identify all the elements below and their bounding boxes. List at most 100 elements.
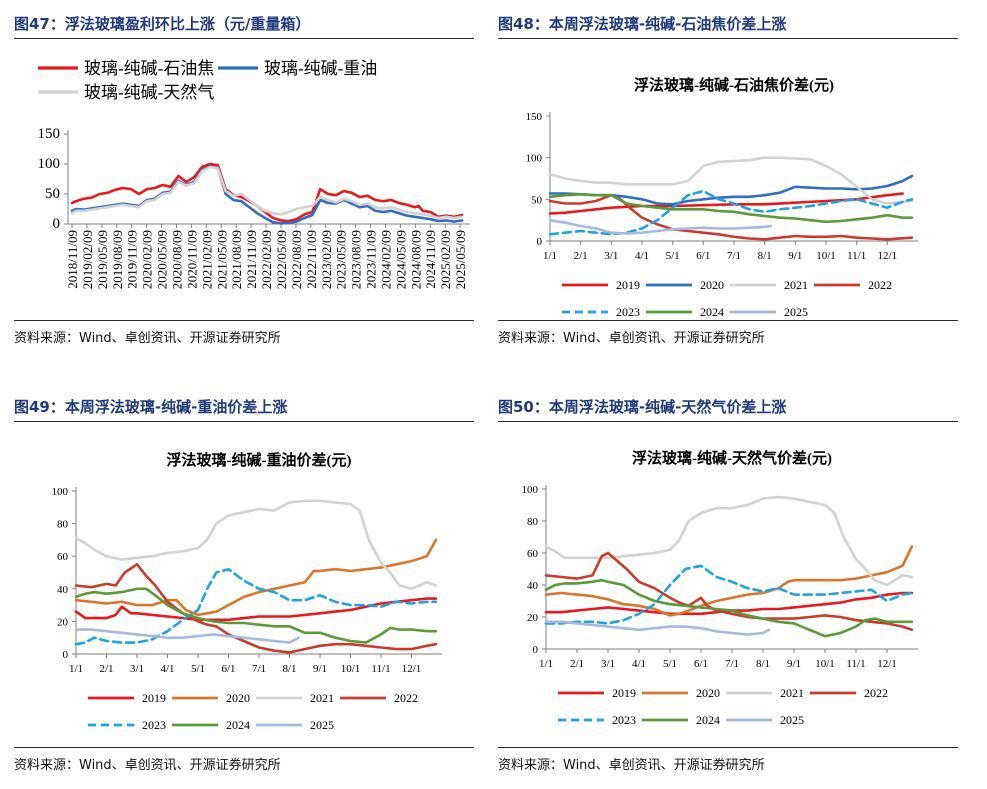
figure-47-title: 图47：浮法玻璃盈利环比上涨（元/重量箱） (14, 12, 474, 39)
legend-label-2025: 2025 (310, 718, 334, 732)
x-tick-label: 1/1 (69, 663, 83, 675)
x-tick-label: 6/1 (696, 250, 710, 262)
figure-49-source: 资料来源：Wind、卓创资讯、开源证券研究所 (14, 747, 474, 773)
x-tick-label: 2024/11/09 (423, 230, 438, 289)
y-tick-label: 100 (52, 486, 69, 498)
y-tick-label: 150 (38, 126, 61, 142)
legend-label-2020: 2020 (696, 686, 720, 700)
legend-label-2023: 2023 (612, 713, 636, 727)
legend-label-2024: 2024 (226, 718, 250, 732)
x-tick-label: 2/1 (574, 250, 588, 262)
x-tick-label: 3/1 (130, 663, 144, 675)
series-line-2021 (544, 495, 914, 587)
figure-50-source: 资料来源：Wind、卓创资讯、开源证券研究所 (498, 747, 958, 773)
chart-title: 浮法玻璃-纯碱-石油焦价差(元) (634, 76, 834, 94)
x-tick-label: 3/1 (604, 250, 618, 262)
legend-label-2020: 2020 (226, 691, 250, 705)
x-tick-label: 10/1 (815, 658, 835, 670)
series-line-item (70, 162, 464, 223)
x-tick-label: 2021/05/09 (214, 230, 229, 289)
series-line-item (70, 165, 464, 220)
y-tick-label: 0 (53, 216, 61, 232)
figure-48-panel: 图48：本周浮法玻璃-纯碱-石油焦价差上涨 浮法玻璃-纯碱-石油焦价差(元) 0 5… (498, 12, 958, 346)
x-tick-label: 2022/05/09 (274, 230, 289, 289)
legend-label-0: 玻璃-纯碱-石油焦 (84, 59, 214, 78)
x-tick-label: 2019/02/09 (80, 230, 95, 289)
x-tick-label: 5/1 (663, 658, 677, 670)
x-tick-label: 2024/08/09 (408, 230, 423, 289)
x-tick-label: 2020/08/09 (169, 230, 184, 289)
y-tick-label: 50 (45, 186, 60, 202)
y-tick-label: 100 (38, 156, 61, 172)
figure-48-title: 图48：本周浮法玻璃-纯碱-石油焦价差上涨 (498, 12, 958, 39)
y-tick-label: 40 (57, 584, 69, 596)
figure-50-panel: 图50：本周浮法玻璃-纯碱-天然气价差上涨 浮法玻璃-纯碱-天然气价差(元) 0 2… (498, 395, 958, 785)
x-tick-label: 9/1 (788, 250, 802, 262)
x-tick-label: 2022/08/09 (289, 230, 304, 289)
x-tick-label: 2019/08/09 (110, 230, 125, 289)
x-tick-label: 2020/05/09 (155, 230, 170, 289)
legend-label-2024: 2024 (696, 713, 720, 727)
legend-label-2019: 2019 (142, 691, 166, 705)
x-tick-label: 2020/11/09 (184, 230, 199, 289)
legend-label-2019: 2019 (612, 686, 636, 700)
series-line-2021 (74, 499, 438, 591)
y-tick-label: 100 (526, 153, 543, 165)
y-tick-label: 50 (531, 194, 543, 206)
x-tick-label: 2022/02/09 (259, 230, 274, 289)
y-tick-label: 80 (57, 519, 69, 531)
series-line-2023 (548, 189, 914, 236)
series-line-2024 (74, 587, 438, 644)
x-tick-label: 7/1 (252, 663, 266, 675)
x-tick-label: 6/1 (221, 663, 235, 675)
y-tick-label: 60 (57, 551, 69, 563)
y-tick-label: 20 (527, 612, 539, 624)
x-tick-label: 2/1 (570, 658, 584, 670)
x-tick-label: 2025/05/09 (453, 230, 468, 289)
y-tick-label: 60 (527, 548, 539, 560)
x-tick-label: 5/1 (191, 663, 205, 675)
y-tick-label: 0 (533, 644, 539, 656)
chart-50: 浮法玻璃-纯碱-天然气价差(元) 0 20 40 60 80 100 1/1 2/1 3/1 4/1… (522, 449, 918, 727)
series-line-2025 (544, 620, 771, 636)
y-tick-label: 150 (526, 111, 543, 123)
series-line-2023 (544, 564, 914, 625)
legend-label-2025: 2025 (784, 305, 808, 319)
y-tick-label: 40 (527, 580, 539, 592)
x-tick-label: 11/1 (846, 658, 865, 670)
x-tick-label: 2024/05/09 (393, 230, 408, 289)
legend-label-2021: 2021 (780, 686, 804, 700)
x-tick-label: 2023/02/09 (319, 230, 334, 289)
y-tick-label: 0 (63, 649, 69, 661)
x-tick-label: 11/1 (847, 250, 866, 262)
x-tick-label: 2021/08/09 (229, 230, 244, 289)
series-line-2025 (548, 218, 773, 235)
y-tick-label: 100 (522, 484, 539, 496)
legend-label-2024: 2024 (700, 305, 724, 319)
series-line-2021 (548, 156, 914, 205)
x-tick-label: 2023/05/09 (334, 230, 349, 289)
series-line-2019 (74, 597, 438, 622)
x-tick-label: 12/1 (878, 250, 898, 262)
x-tick-label: 2023/08/09 (349, 230, 364, 289)
legend-label-1: 玻璃-纯碱-重油 (264, 59, 377, 78)
figure-47-source: 资料来源：Wind、卓创资讯、开源证券研究所 (14, 320, 474, 346)
legend-label-2: 玻璃-纯碱-天然气 (84, 83, 214, 102)
x-tick-label: 7/1 (725, 658, 739, 670)
figure-49-title: 图49：本周浮法玻璃-纯碱-重油价差上涨 (14, 395, 474, 422)
legend-label-2021: 2021 (784, 278, 808, 292)
legend-label-2020: 2020 (700, 278, 724, 292)
series-line-2024 (548, 193, 914, 224)
figure-48-source: 资料来源：Wind、卓创资讯、开源证券研究所 (498, 320, 958, 346)
series-line-2019 (548, 192, 905, 215)
legend-label-2022: 2022 (868, 278, 892, 292)
chart-title: 浮法玻璃-纯碱-重油价差(元) (167, 451, 352, 469)
chart-title: 浮法玻璃-纯碱-天然气价差(元) (632, 449, 832, 467)
x-tick-label: 10/1 (341, 663, 361, 675)
chart-48: 浮法玻璃-纯碱-石油焦价差(元) 0 50 100 150 1/1 2/1 3/1 4/1 5/1… (526, 76, 918, 319)
chart-49: 浮法玻璃-纯碱-重油价差(元) 0 20 40 60 80 100 1/1 2/1 3/1 4/1 5… (52, 451, 442, 732)
x-tick-label: 1/1 (539, 658, 553, 670)
x-tick-label: 10/1 (816, 250, 836, 262)
x-tick-label: 2021/11/09 (244, 230, 259, 289)
